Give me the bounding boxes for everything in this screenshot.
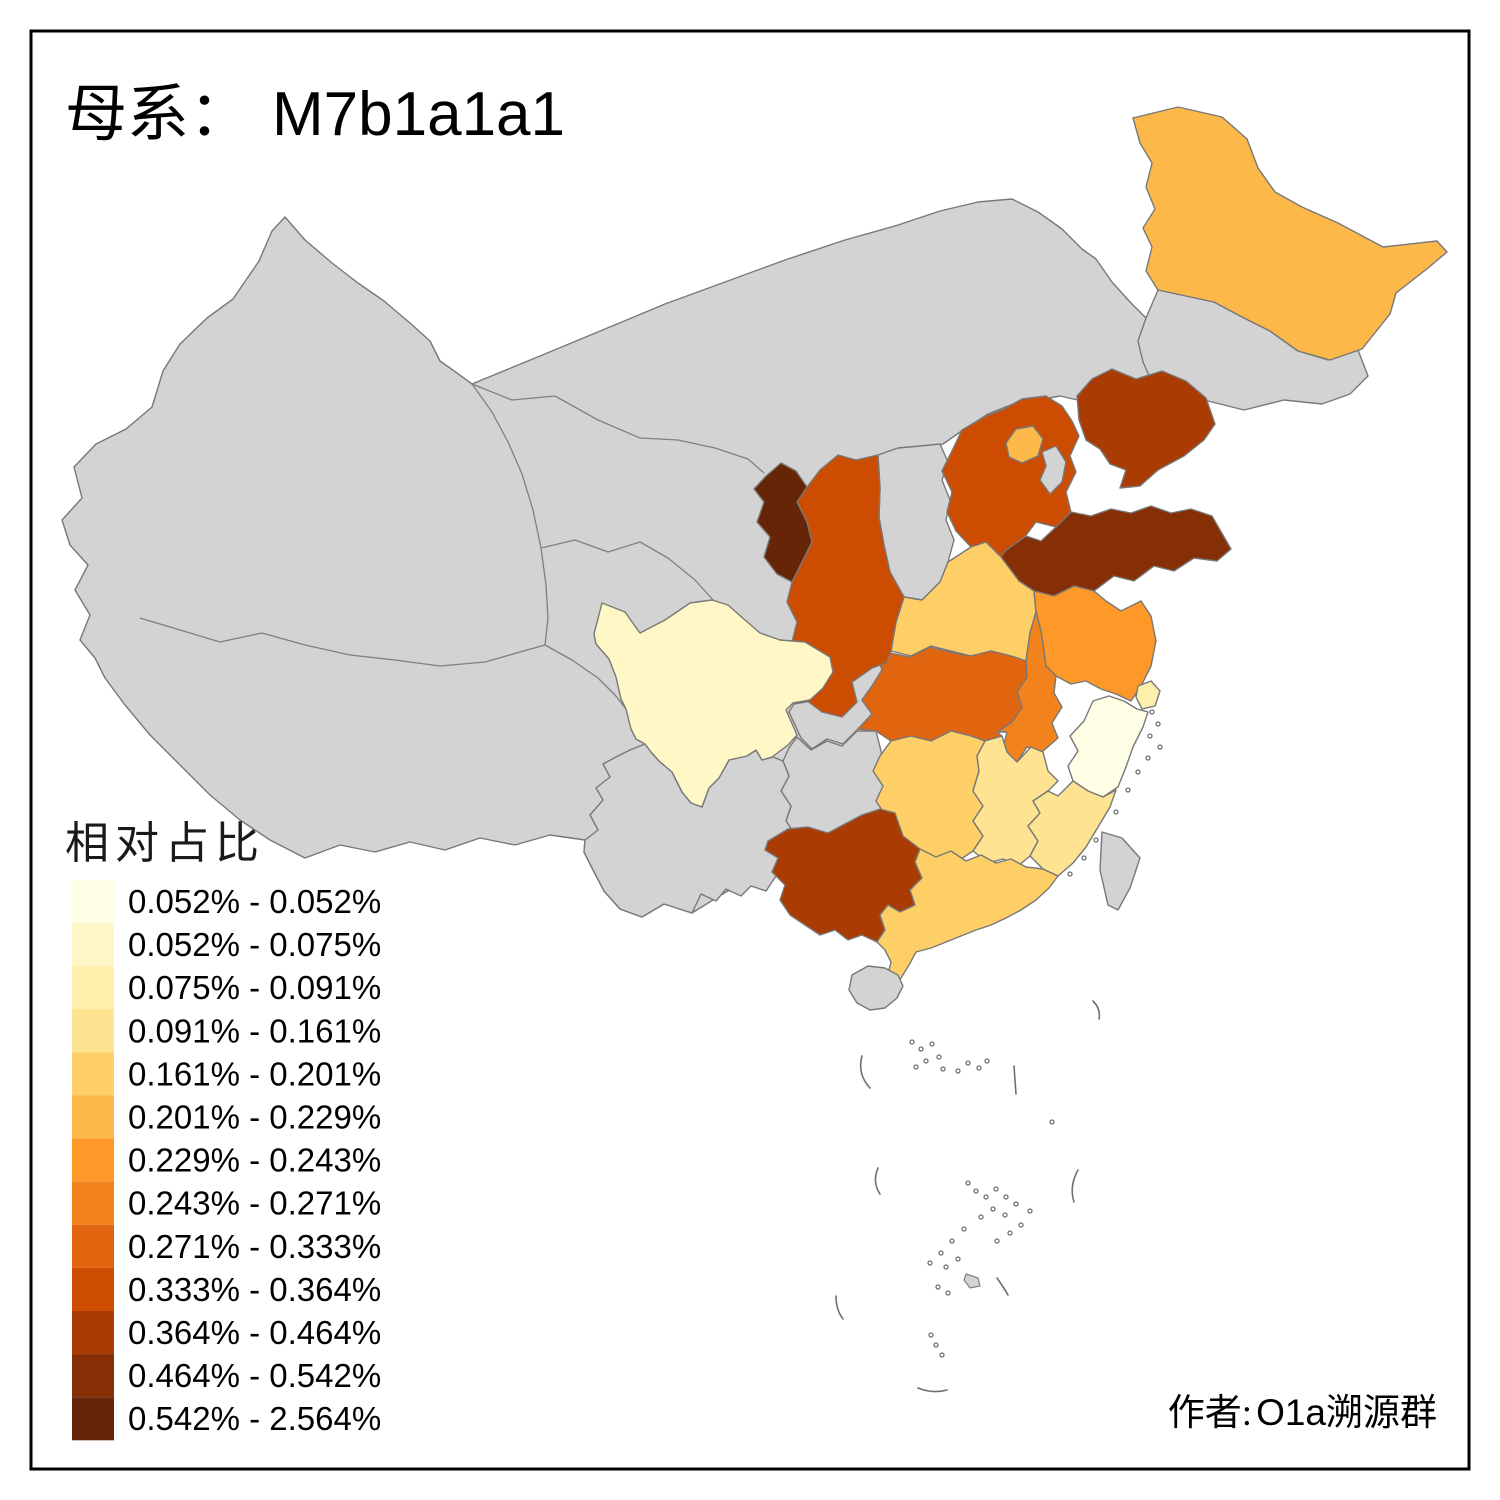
province-guangdong — [876, 848, 1059, 989]
province-tianjin — [1039, 445, 1067, 495]
border-xinjiang-tibet — [139, 617, 546, 667]
province-zhejiang — [1067, 695, 1149, 798]
legend-label-6: 0.229% - 0.243% — [128, 1142, 381, 1179]
author-credit-value: O1a溯源群 — [1256, 1392, 1437, 1433]
page-title-haplogroup: M7b1a1a1 — [272, 80, 565, 149]
coastal-islets — [1067, 709, 1163, 877]
legend-swatch-9 — [72, 1267, 114, 1311]
page-title: 母系： M7b1a1a1 — [65, 80, 565, 149]
province-heilongjiang — [1132, 106, 1448, 361]
province-beijing — [1005, 425, 1044, 464]
legend-swatch-5 — [72, 1095, 114, 1139]
legend-label-0: 0.052% - 0.052% — [128, 883, 381, 920]
legend-label-2: 0.075% - 0.091% — [128, 969, 381, 1006]
legend-label-12: 0.542% - 2.564% — [128, 1400, 381, 1437]
author-credit-prefix: 作者: — [1168, 1393, 1252, 1434]
legend-label-10: 0.364% - 0.464% — [128, 1314, 381, 1351]
legend-swatch-0 — [72, 880, 114, 924]
province-taiwan — [1099, 831, 1141, 911]
legend-swatch-11 — [72, 1354, 114, 1398]
legend-label-7: 0.243% - 0.271% — [128, 1185, 381, 1222]
figure-frame — [29, 29, 1471, 1471]
province-sichuan — [593, 599, 834, 808]
province-shanghai — [1135, 680, 1161, 710]
province-ningxia — [753, 462, 813, 583]
china-map — [61, 106, 1448, 1393]
border-tibet-qinghai — [544, 644, 627, 710]
legend-label-3: 0.091% - 0.161% — [128, 1012, 381, 1049]
province-hainan — [848, 965, 904, 1011]
legend-title: 相对占比 — [65, 819, 265, 868]
legend-label-4: 0.161% - 0.201% — [128, 1055, 381, 1092]
page-title-prefix: 母系： — [65, 81, 251, 149]
islet-large — [963, 1273, 981, 1289]
legend: 相对占比 0.052% - 0.052% 0.052% - 0.075% 0.0… — [65, 819, 381, 1441]
legend-swatch-4 — [72, 1052, 114, 1096]
south-china-sea-islands — [909, 1039, 1055, 1358]
legend-swatch-8 — [72, 1224, 114, 1268]
province-liaoning — [1076, 368, 1216, 489]
legend-label-5: 0.201% - 0.229% — [128, 1099, 381, 1136]
legend-swatch-10 — [72, 1311, 114, 1355]
author-credit: 作者: O1a溯源群 — [1168, 1392, 1437, 1434]
border-gansu-inner-mongolia — [471, 383, 765, 474]
legend-swatch-7 — [72, 1181, 114, 1225]
legend-swatch-6 — [72, 1138, 114, 1182]
border-xinjiang-gansu — [471, 383, 549, 646]
legend-swatch-3 — [72, 1009, 114, 1053]
legend-swatch-1 — [72, 923, 114, 967]
nine-dash-line-segments — [835, 1000, 1101, 1393]
legend-label-1: 0.052% - 0.075% — [128, 926, 381, 963]
legend-label-8: 0.271% - 0.333% — [128, 1228, 381, 1265]
legend-label-11: 0.464% - 0.542% — [128, 1357, 381, 1394]
legend-swatch-2 — [72, 966, 114, 1010]
legend-label-9: 0.333% - 0.364% — [128, 1271, 381, 1308]
legend-swatch-12 — [72, 1397, 114, 1441]
